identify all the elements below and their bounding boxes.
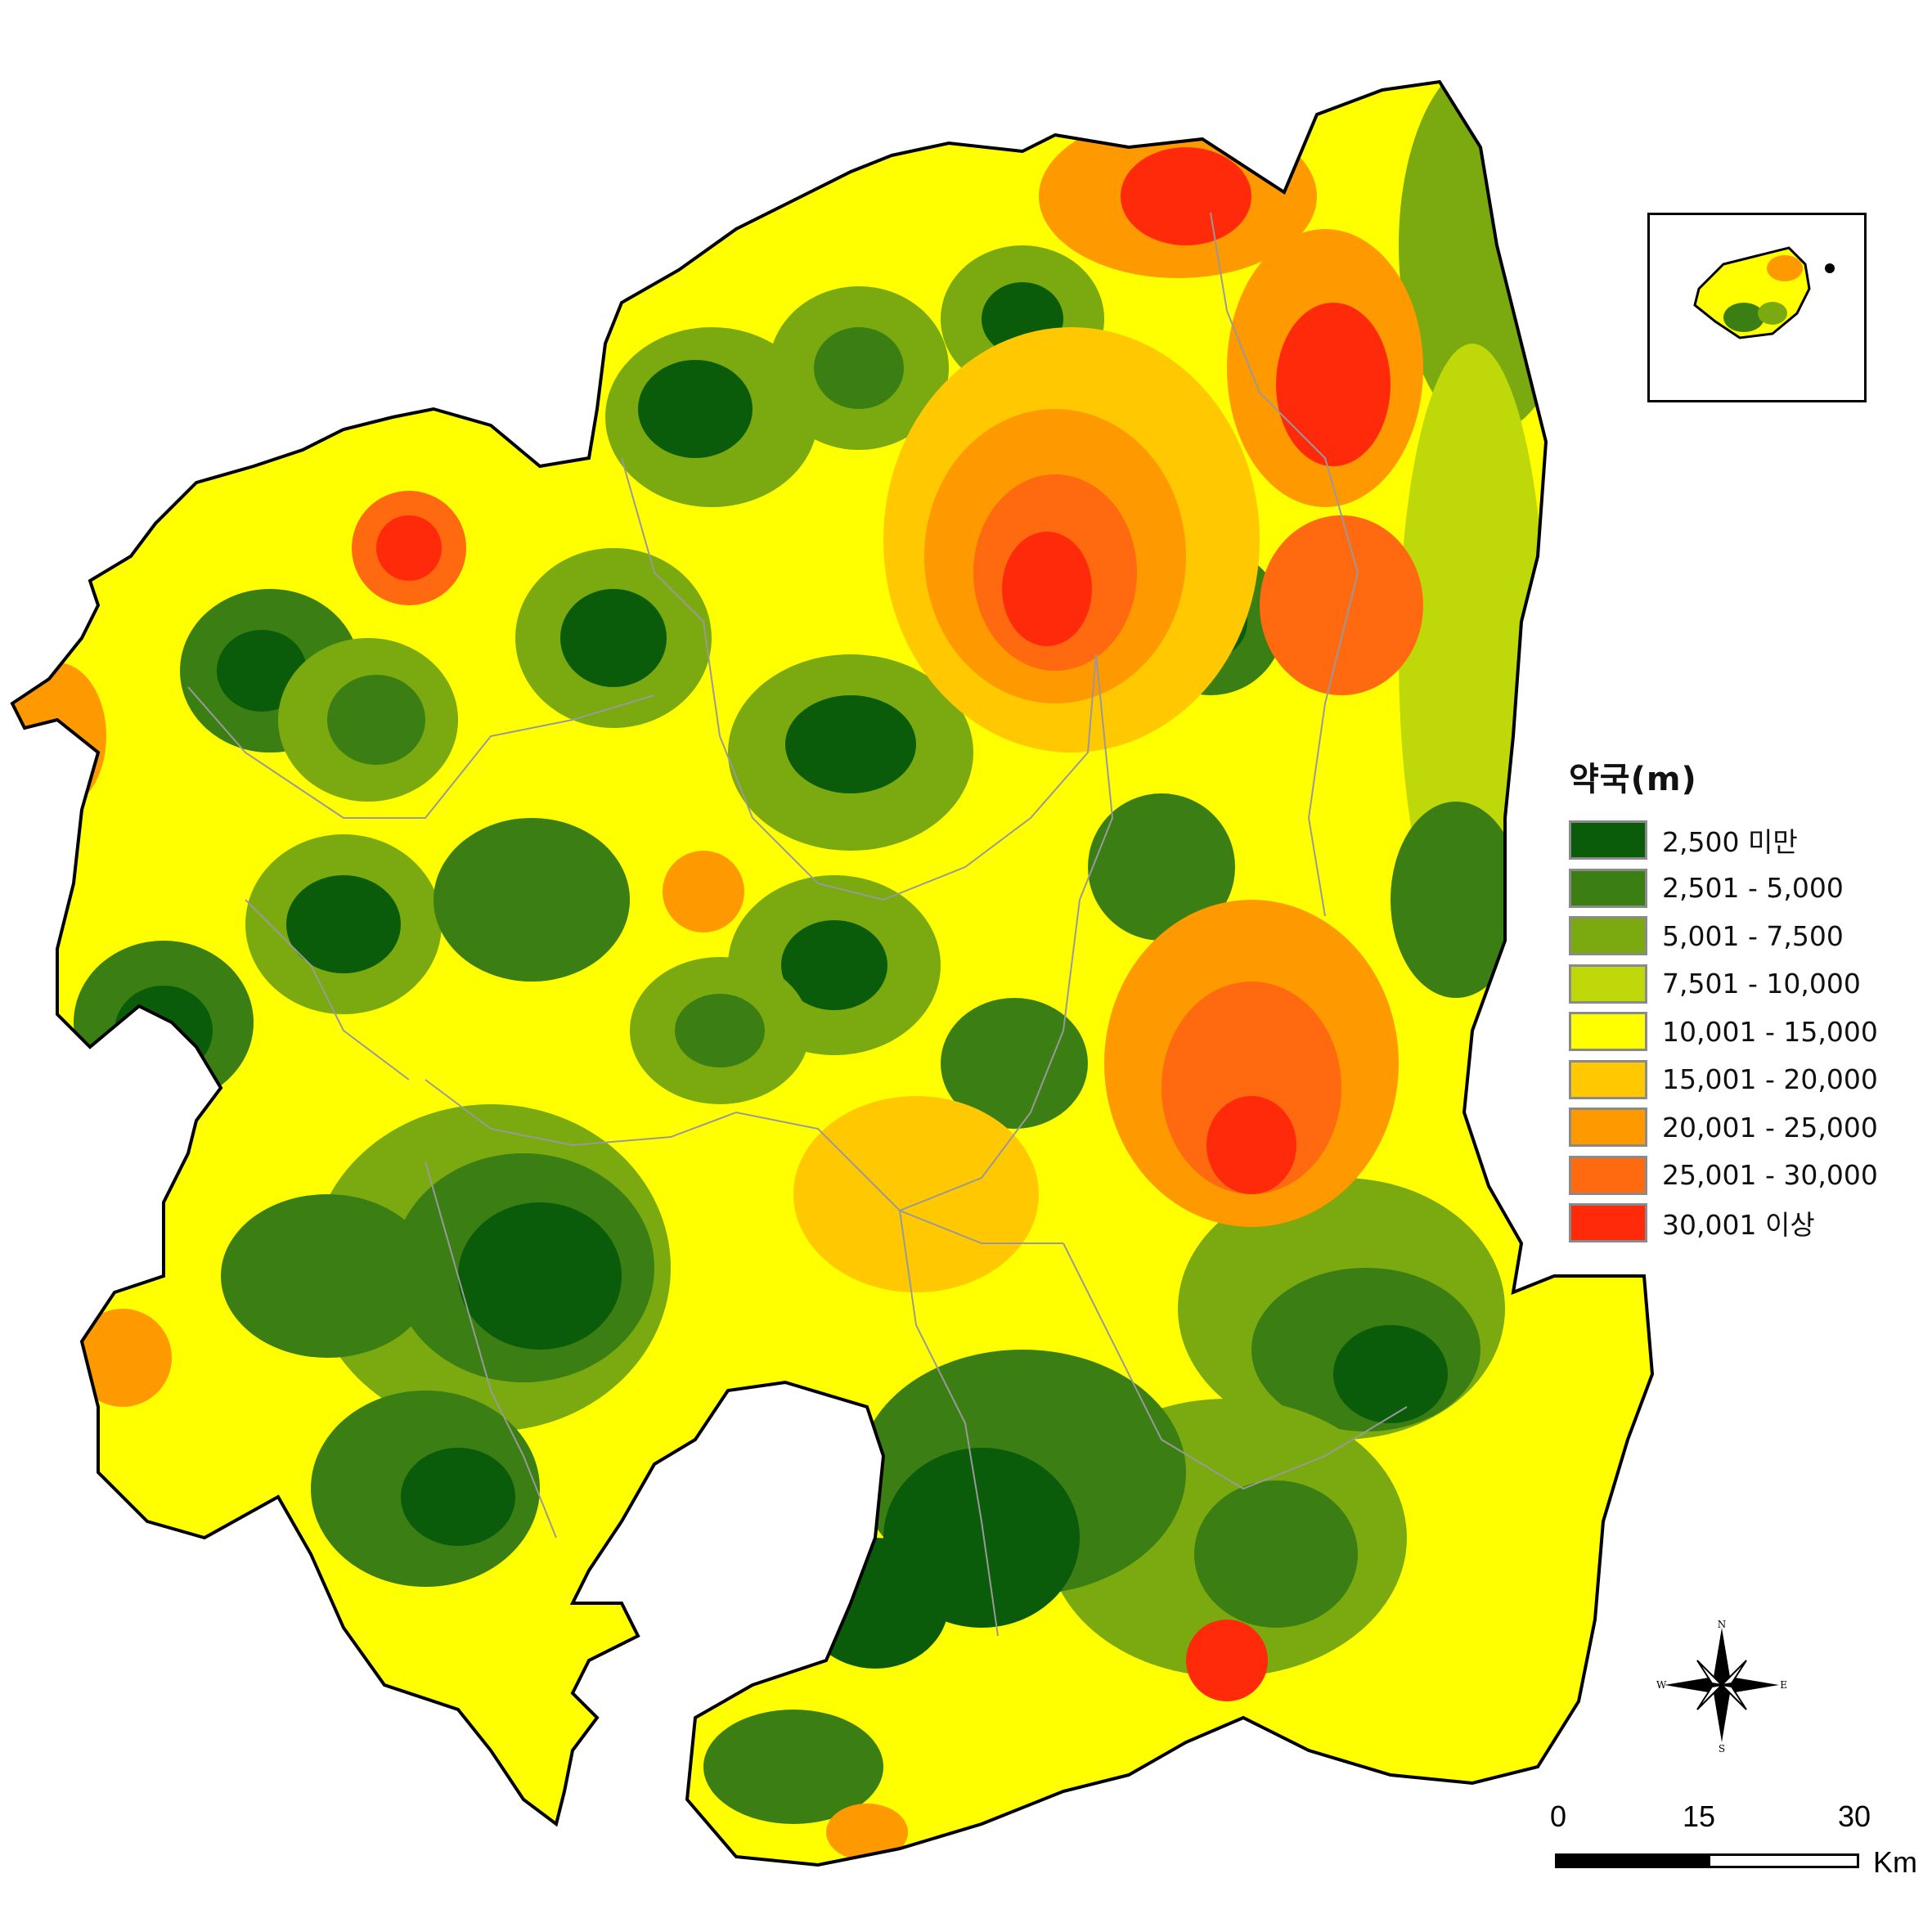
legend-swatch	[1569, 868, 1647, 908]
scale-tick-15: 15	[1683, 1799, 1716, 1833]
scale-tick-30: 30	[1838, 1799, 1871, 1833]
compass-east: E	[1780, 1679, 1787, 1691]
legend-item: 5,001 - 7,500	[1569, 912, 1912, 960]
legend-label: 10,001 - 15,000	[1662, 1015, 1878, 1048]
scale-unit: Km	[1873, 1845, 1917, 1879]
legend-swatch	[1569, 1203, 1647, 1243]
legend-swatch	[1569, 1108, 1647, 1148]
compass-north: N	[1718, 1620, 1727, 1630]
legend-label: 5,001 - 7,500	[1662, 919, 1844, 952]
scale-bar-white-segment	[1708, 1853, 1859, 1868]
legend-swatch	[1569, 820, 1647, 860]
legend-swatch	[1569, 1155, 1647, 1195]
legend-label: 20,001 - 25,000	[1662, 1111, 1878, 1143]
legend-item: 2,501 - 5,000	[1569, 865, 1912, 913]
compass-rose-icon: N S E W	[1656, 1619, 1787, 1755]
legend: 약국(m) 2,500 미만 2,501 - 5,000 5,001 - 7,500…	[1569, 753, 1912, 1247]
legend-label: 2,500 미만	[1662, 826, 1798, 859]
legend-item: 20,001 - 25,000	[1569, 1103, 1912, 1152]
legend-item: 25,001 - 30,000	[1569, 1152, 1912, 1200]
scale-tick-0: 0	[1550, 1799, 1567, 1833]
legend-label: 7,501 - 10,000	[1662, 968, 1861, 1000]
legend-label: 25,001 - 30,000	[1662, 1159, 1878, 1192]
legend-label: 2,501 - 5,000	[1662, 872, 1844, 905]
legend-items: 2,500 미만 2,501 - 5,000 5,001 - 7,500 7,501 …	[1569, 816, 1912, 1247]
inset-island-map	[1647, 213, 1867, 402]
compass-west: W	[1656, 1679, 1667, 1691]
legend-label: 15,001 - 20,000	[1662, 1063, 1878, 1096]
district-boundaries	[187, 212, 1408, 1637]
legend-item: 30,001 이상	[1569, 1199, 1912, 1247]
legend-item: 10,001 - 15,000	[1569, 1008, 1912, 1056]
scale-bar-black-segment	[1555, 1853, 1710, 1868]
scale-bar: 0 15 30 Km	[1550, 1799, 1917, 1889]
island-shape	[1693, 246, 1835, 339]
legend-swatch	[1569, 1059, 1647, 1099]
legend-title: 약국(m)	[1569, 761, 1697, 798]
legend-swatch	[1569, 1012, 1647, 1052]
legend-swatch	[1569, 916, 1647, 956]
legend-label: 30,001 이상	[1662, 1209, 1815, 1242]
legend-item: 2,500 미만	[1569, 816, 1912, 865]
legend-item: 7,501 - 10,000	[1569, 960, 1912, 1009]
legend-swatch	[1569, 964, 1647, 1004]
legend-item: 15,001 - 20,000	[1569, 1056, 1912, 1104]
compass-south: S	[1719, 1743, 1725, 1755]
